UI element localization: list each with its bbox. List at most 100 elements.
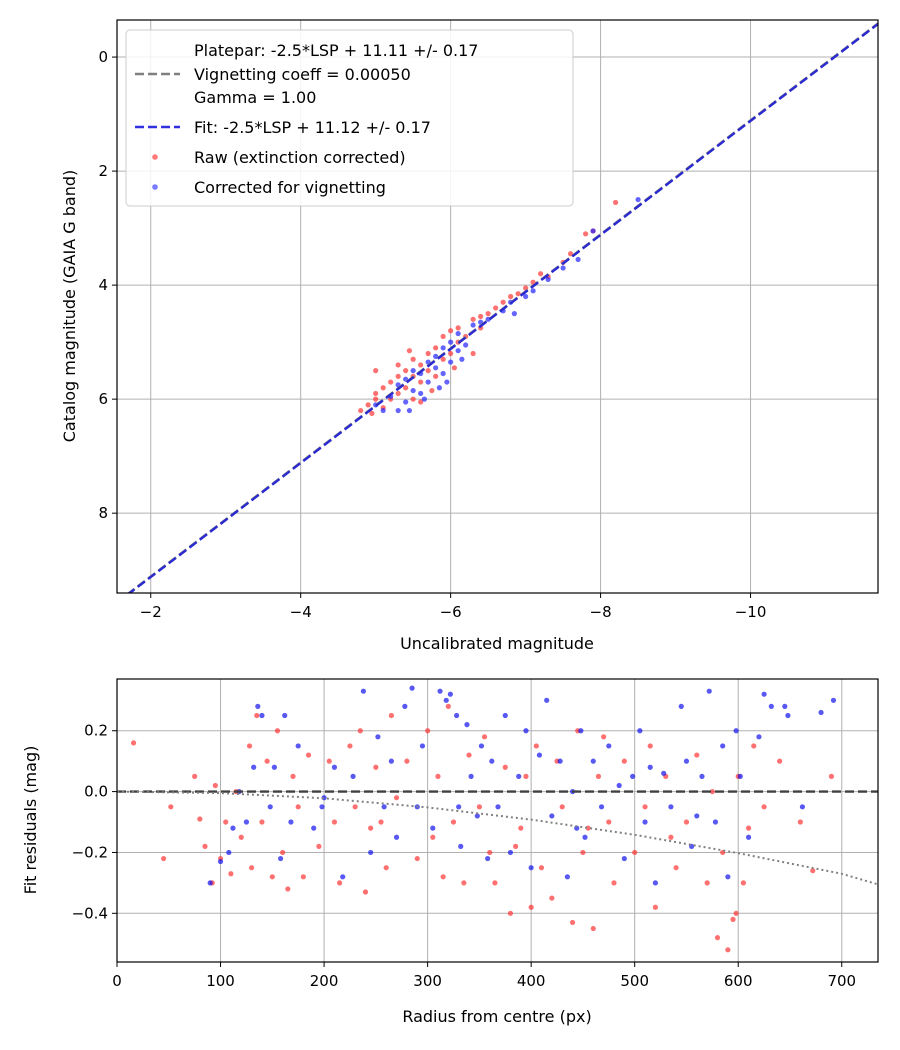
- bottom-ytick-label-1: 0.0: [84, 783, 108, 801]
- top-plot-area: [126, 22, 878, 593]
- bottom-series1-point-39: [478, 743, 485, 749]
- bottom-xtick-label-5: 500: [620, 972, 649, 990]
- bottom-xtick-label-2: 200: [310, 972, 339, 990]
- top-series0-point-19: [433, 373, 439, 379]
- bottom-series1-point-13: [288, 819, 294, 825]
- bottom-series0-point-63: [590, 925, 596, 932]
- bottom-series1-point-50: [549, 813, 555, 819]
- bottom-series0-point-94: [378, 819, 384, 825]
- top-series0-point-29: [478, 313, 484, 320]
- top-series0-point-52: [406, 348, 413, 354]
- bottom-series1-point-87: [456, 804, 462, 810]
- bottom-series0-point-81: [725, 947, 731, 953]
- top-series0-point-46: [470, 350, 476, 357]
- bottom-series0-point-46: [476, 804, 482, 810]
- bottom-series1-point-45: [516, 773, 522, 779]
- bottom-series0-point-47: [481, 734, 488, 740]
- top-series0-point-44: [373, 368, 379, 374]
- top-series1-point-19: [455, 348, 461, 354]
- bottom-series1-point-9: [267, 804, 273, 810]
- top-axes-frame: [116, 19, 879, 594]
- bottom-series0-point-56: [538, 865, 545, 871]
- bottom-series0-point-14: [254, 712, 260, 719]
- bottom-series1-point-26: [402, 703, 408, 709]
- bottom-series0-point-79: [714, 935, 721, 941]
- bottom-series1-point-31: [437, 688, 443, 694]
- top-series0-point-41: [582, 231, 589, 237]
- top-series0-point-48: [418, 399, 424, 405]
- bottom-series1-point-76: [733, 728, 739, 734]
- bottom-xtick-label-4: 400: [517, 972, 546, 990]
- bottom-xtick-label-0: 0: [112, 972, 122, 990]
- top-series0-point-22: [440, 333, 446, 340]
- bottom-series1-point-64: [647, 764, 653, 770]
- bottom-series1-point-71: [699, 773, 705, 779]
- top-series0-point-31: [493, 305, 499, 311]
- bottom-series0-point-85: [745, 825, 752, 831]
- top-series0-point-10: [403, 385, 409, 391]
- bottom-series1-point-66: [661, 770, 667, 776]
- top-series1-point-38: [436, 385, 442, 391]
- legend-platepar-line3: Gamma = 1.00: [194, 88, 316, 107]
- top-series0-point-33: [508, 293, 514, 300]
- bottom-series1-point-20: [360, 688, 367, 694]
- bottom-series0-point-78: [709, 788, 715, 795]
- top-series1-point-37: [459, 356, 465, 362]
- bottom-series1-point-62: [637, 728, 643, 734]
- bottom-series0-point-93: [300, 874, 306, 880]
- top-series0-point-50: [451, 365, 457, 371]
- bottom-ytick-label-0: 0.2: [84, 722, 108, 740]
- top-series0-point-9: [395, 373, 401, 379]
- bottom-series1-point-54: [578, 728, 584, 734]
- bottom-series0-point-70: [642, 804, 648, 810]
- legend-corrected-label: Corrected for vignetting: [194, 178, 386, 197]
- bottom-series1-point-42: [495, 804, 501, 810]
- top-series0-point-34: [515, 291, 521, 297]
- bottom-series0-point-44: [461, 880, 467, 886]
- top-series1-point-32: [590, 228, 596, 234]
- bottom-series0-point-9: [228, 871, 234, 877]
- top-xtick-label-2: −6: [440, 603, 462, 621]
- bottom-series1-point-65: [652, 880, 658, 886]
- top-x-axis-label: Uncalibrated magnitude: [400, 634, 594, 653]
- top-series0-point-8: [395, 390, 401, 397]
- bottom-axes-frame: [116, 678, 879, 963]
- bottom-series0-point-11: [238, 834, 244, 840]
- top-series1-point-35: [421, 396, 427, 402]
- bottom-ytick-label-3: −0.4: [72, 904, 108, 922]
- bottom-series0-point-19: [280, 849, 286, 856]
- bottom-series0-point-0: [130, 740, 137, 746]
- top-series1-point-16: [440, 345, 446, 351]
- bottom-series0-point-8: [223, 819, 229, 825]
- bottom-series0-point-40: [430, 834, 436, 840]
- top-series0-point-37: [538, 271, 544, 277]
- legend-platepar-line2: Vignetting coeff = 0.00050: [194, 65, 411, 84]
- bottom-series1-point-63: [642, 819, 648, 825]
- top-ytick-label-3: 6: [98, 390, 108, 408]
- bottom-series0-point-53: [523, 773, 529, 779]
- bottom-series1-point-24: [388, 758, 394, 764]
- bottom-y-axis-label: Fit residuals (mag): [21, 746, 40, 895]
- top-series0-point-43: [612, 199, 619, 206]
- bottom-series0-point-68: [621, 758, 627, 764]
- bottom-series0-point-5: [202, 843, 208, 849]
- bottom-series0-point-35: [388, 712, 394, 719]
- bottom-series1-point-16: [319, 804, 325, 810]
- top-series0-point-14: [410, 356, 416, 362]
- top-series1-point-18: [448, 339, 454, 345]
- top-series1-point-28: [530, 288, 536, 294]
- bottom-series0-point-22: [295, 804, 301, 810]
- bottom-series1-point-12: [282, 712, 288, 719]
- bottom-ytick-label-2: −0.2: [72, 843, 108, 861]
- bottom-series0-point-87: [761, 804, 767, 810]
- bottom-series1-point-46: [523, 728, 529, 734]
- bottom-series0-point-66: [606, 819, 612, 825]
- bottom-series0-point-77: [704, 880, 710, 886]
- top-series0-point-47: [369, 410, 375, 417]
- top-series0-point-0: [358, 407, 364, 414]
- bottom-series1-point-11: [277, 855, 284, 862]
- legend-fit-label: Fit: -2.5*LSP + 11.12 +/- 0.17: [194, 118, 431, 137]
- bottom-series0-point-15: [259, 819, 265, 825]
- bottom-vignetting-trend-line: [117, 790, 878, 886]
